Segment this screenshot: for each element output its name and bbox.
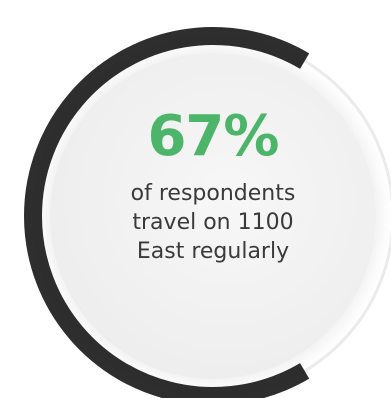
caption-line-3: East regularly — [136, 239, 290, 264]
caption-line-2: travel on 1100 — [132, 210, 294, 235]
caption-line-1: of respondents — [130, 181, 296, 206]
stat-caption: of respondents travel on 1100 East regul… — [90, 179, 336, 266]
stat-content: 67% of respondents travel on 1100 East r… — [90, 105, 336, 266]
stat-percent: 67% — [147, 104, 279, 169]
ring-filled-arc — [24, 27, 310, 398]
inner-disc — [50, 53, 376, 379]
